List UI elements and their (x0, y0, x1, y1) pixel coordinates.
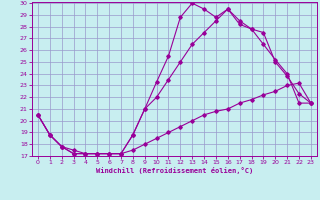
X-axis label: Windchill (Refroidissement éolien,°C): Windchill (Refroidissement éolien,°C) (96, 167, 253, 174)
